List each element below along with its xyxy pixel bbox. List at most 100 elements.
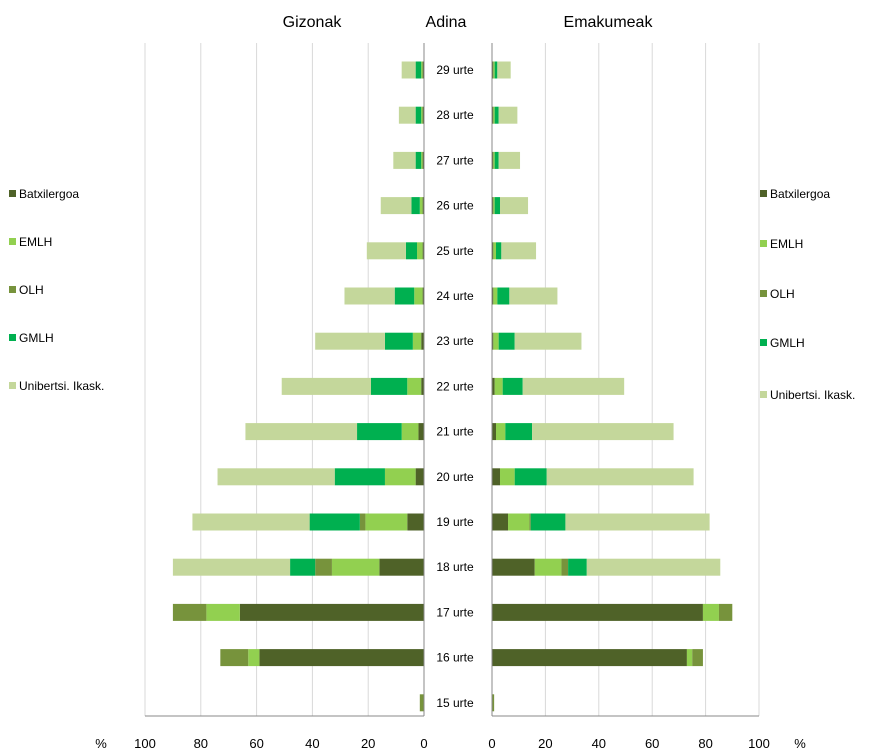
bar-left-batxilergoa xyxy=(379,558,424,576)
tick-label-right: 20 xyxy=(538,736,552,751)
bar-right-emlh xyxy=(493,106,495,124)
bar-left-emlh xyxy=(331,558,380,576)
legend-swatch-left xyxy=(9,238,16,245)
legend-swatch-left xyxy=(9,286,16,293)
bar-right-emlh xyxy=(493,61,495,79)
bar-right-unibertsi-ikask- xyxy=(532,423,674,441)
bar-right-batxilergoa xyxy=(492,106,494,124)
bar-right-batxilergoa xyxy=(492,603,703,621)
bar-left-batxilergoa xyxy=(422,106,424,124)
bar-right-unibertsi-ikask- xyxy=(500,197,529,215)
bar-left-emlh xyxy=(419,197,423,215)
bar-left-unibertsi-ikask- xyxy=(281,377,371,395)
bar-right-batxilergoa xyxy=(492,649,687,667)
bar-left-olh xyxy=(220,649,249,667)
bar-left-batxilergoa xyxy=(422,287,424,305)
bar-left-gmlh xyxy=(357,423,402,441)
legend-swatch-left xyxy=(9,334,16,341)
bar-left-emlh xyxy=(407,377,422,395)
bar-right-emlh xyxy=(508,513,530,531)
bar-left-olh xyxy=(419,694,424,712)
age-label: 15 urte xyxy=(436,696,474,710)
bar-left-gmlh xyxy=(394,287,415,305)
tick-label-right: 80 xyxy=(698,736,712,751)
legend-label-right: Batxilergoa xyxy=(770,187,830,201)
bar-left-gmlh xyxy=(405,242,418,260)
age-labels: 29 urte 28 urte 27 urte 26 urte 25 urte 24 ur… xyxy=(436,63,474,710)
bar-left-gmlh xyxy=(415,61,422,79)
bar-right-gmlh xyxy=(514,468,547,486)
bar-right-gmlh xyxy=(505,423,533,441)
bar-right-gmlh xyxy=(496,242,502,260)
legend-swatch-right xyxy=(760,339,767,346)
bar-right-emlh xyxy=(496,423,506,441)
bar-left-gmlh xyxy=(334,468,385,486)
age-label: 17 urte xyxy=(436,605,474,619)
bar-left-olh xyxy=(172,603,207,621)
bar-right-batxilergoa xyxy=(492,423,497,441)
bar-right-unibertsi-ikask- xyxy=(522,377,625,395)
bar-left-emlh xyxy=(414,287,423,305)
bar-right-emlh xyxy=(493,332,499,350)
bar-right-unibertsi-ikask- xyxy=(565,513,710,531)
age-label: 27 urte xyxy=(436,153,474,167)
bar-right-gmlh xyxy=(494,61,498,79)
legend-swatch-right xyxy=(760,391,767,398)
legend-label-right: EMLH xyxy=(770,237,803,251)
bar-right-emlh xyxy=(493,287,498,305)
age-label: 20 urte xyxy=(436,470,474,484)
bar-left-batxilergoa xyxy=(422,242,424,260)
bar-right-batxilergoa xyxy=(492,558,535,576)
bar-right-olh xyxy=(718,603,733,621)
bar-left-gmlh xyxy=(309,513,360,531)
age-label: 24 urte xyxy=(436,289,474,303)
title-center: Adina xyxy=(426,14,467,31)
age-label: 26 urte xyxy=(436,199,474,213)
bar-left-batxilergoa xyxy=(421,377,424,395)
tick-label-right: 100 xyxy=(748,736,770,751)
bar-right-batxilergoa xyxy=(492,468,501,486)
bar-left-emlh xyxy=(365,513,408,531)
bar-right-emlh xyxy=(686,649,693,667)
bar-left-batxilergoa xyxy=(422,61,424,79)
axis-unit-right: % xyxy=(794,736,806,751)
bar-left-emlh xyxy=(421,61,423,79)
bar-right-unibertsi-ikask- xyxy=(509,287,558,305)
bar-right-batxilergoa xyxy=(492,377,495,395)
legend-swatch-right xyxy=(760,290,767,297)
bar-left-batxilergoa xyxy=(239,603,424,621)
bar-left-batxilergoa xyxy=(421,332,424,350)
bar-left-emlh xyxy=(401,423,419,441)
legend-label-left: EMLH xyxy=(19,235,52,249)
bar-right-batxilergoa xyxy=(492,197,494,215)
bar-left-olh xyxy=(315,558,332,576)
age-label: 19 urte xyxy=(436,515,474,529)
title-right: Emakumeak xyxy=(564,14,654,31)
bar-left-emlh xyxy=(206,603,240,621)
tick-label-left: 40 xyxy=(305,736,319,751)
bar-right-batxilergoa xyxy=(492,242,494,260)
tick-label-right: 60 xyxy=(645,736,659,751)
bar-right-emlh xyxy=(493,151,495,169)
bar-right-batxilergoa xyxy=(492,513,509,531)
bar-left-emlh xyxy=(421,106,423,124)
bar-right-emlh xyxy=(494,377,503,395)
bar-left-unibertsi-ikask- xyxy=(192,513,310,531)
bar-left-unibertsi-ikask- xyxy=(172,558,291,576)
bar-left-emlh xyxy=(248,649,260,667)
bar-right-gmlh xyxy=(568,558,587,576)
bar-left-batxilergoa xyxy=(418,423,424,441)
bar-left-emlh xyxy=(412,332,422,350)
age-label: 21 urte xyxy=(436,425,474,439)
age-label: 25 urte xyxy=(436,244,474,258)
bar-left-unibertsi-ikask- xyxy=(315,332,385,350)
age-label: 29 urte xyxy=(436,63,474,77)
bar-left-emlh xyxy=(417,242,423,260)
bar-left-gmlh xyxy=(415,106,422,124)
bar-right-batxilergoa xyxy=(492,287,494,305)
age-label: 18 urte xyxy=(436,560,474,574)
bar-left-unibertsi-ikask- xyxy=(393,151,416,169)
bar-right-unibertsi-ikask- xyxy=(501,242,537,260)
legend-right: Batxilergoa EMLH OLH GMLH Unibertsi. Ikask. xyxy=(760,187,855,402)
